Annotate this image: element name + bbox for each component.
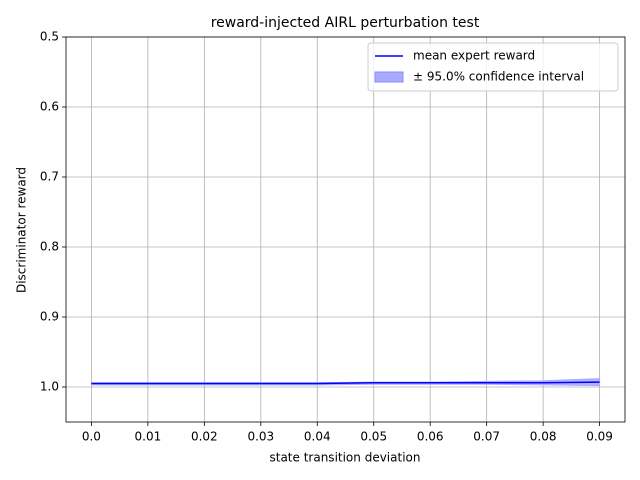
x-axis-label: state transition deviation [270,451,421,465]
y-tick-label: 1.0 [40,380,59,394]
y-tick-label: 0.7 [40,170,59,184]
legend-label: mean expert reward [413,49,535,63]
y-tick-label: 0.5 [40,30,59,44]
x-tick-label: 0.07 [473,430,500,444]
x-tick-label: 0.0 [82,430,101,444]
y-axis-label: Discriminator reward [15,167,29,293]
plot-frame [65,36,626,423]
x-tick-label: 0.04 [304,430,331,444]
x-tick-label: 0.03 [247,430,274,444]
x-tick-label: 0.08 [530,430,557,444]
x-tick-label: 0.06 [417,430,444,444]
x-tick-label: 0.09 [586,430,613,444]
x-tick-label: 0.01 [135,430,162,444]
y-tick-label: 0.6 [40,100,59,114]
y-tick-label: 0.9 [40,310,59,324]
chart-title: reward-injected AIRL perturbation test [211,15,480,31]
series-line [91,381,600,385]
legend-box [367,42,619,92]
x-tick-label: 0.05 [360,430,387,444]
y-tick-label: 0.8 [40,240,59,254]
x-tick-label: 0.02 [191,430,218,444]
legend-swatch [374,71,404,83]
legend-label: ± 95.0% confidence interval [413,70,584,84]
